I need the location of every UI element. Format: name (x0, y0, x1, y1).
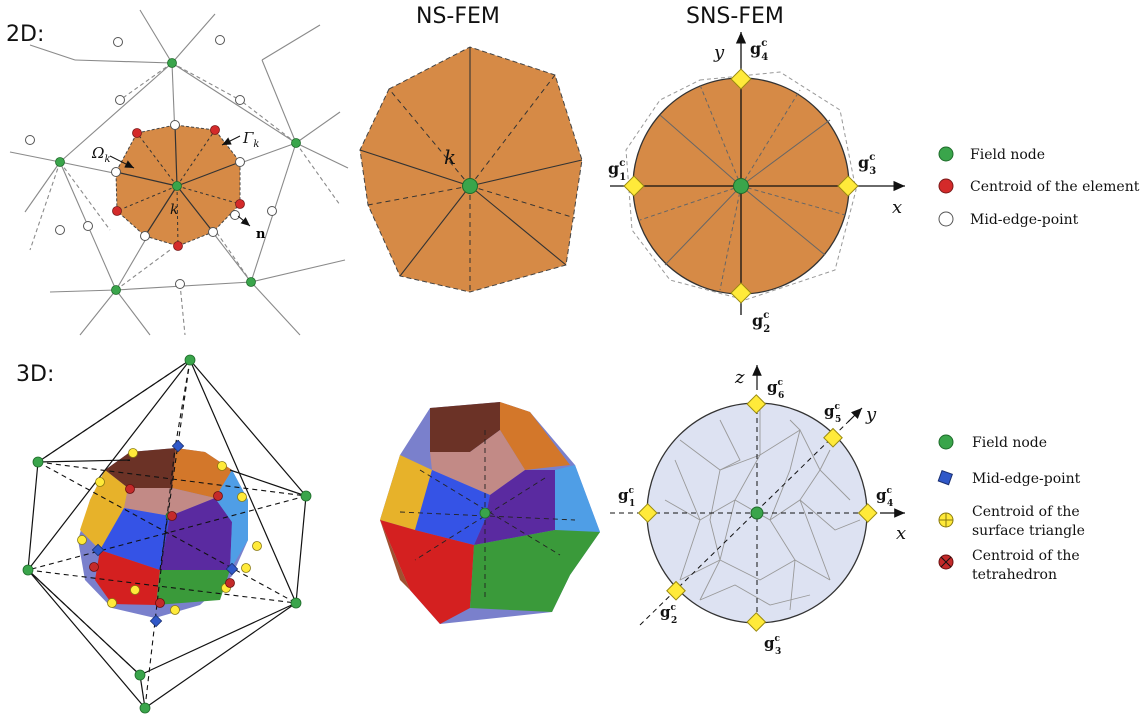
ns-fem-2d-domain: k (359, 46, 583, 293)
ns-fem-field-node (462, 178, 478, 194)
g1-label-3d: gc 1 (618, 486, 635, 509)
svg-text:Mid-edge-point: Mid-edge-point (972, 471, 1081, 487)
g3-label-3d: gc 3 (764, 634, 781, 657)
sns-fem-2d-domain: x y gc 1 gc 2 gc 3 gc 4 (608, 32, 905, 335)
normal-n-label: n (256, 227, 266, 242)
mesh-2d-diagram: Ωk Γk k n (9, 9, 349, 336)
g1-label-2d: gc 1 (608, 158, 626, 183)
gamma-label: Γk (242, 129, 259, 150)
y-axis-label-3d: y (865, 404, 877, 425)
blue-square-icon (937, 469, 953, 486)
omega-label: Ωk (91, 144, 111, 165)
row-label-2d: 2D: (6, 22, 45, 47)
sns-fem-3d-domain: x y z gc 1 gc 2 gc 3 gc 4 gc 5 gc 6 (610, 365, 906, 657)
ns-fem-3d-field-node (479, 507, 491, 519)
svg-text:Centroid of the: Centroid of the (972, 548, 1080, 564)
legend-3d: Field node Mid-edge-point Centroid of th… (937, 434, 1085, 583)
svg-text:Field node: Field node (970, 147, 1045, 163)
g2-label-3d: gc 2 (660, 603, 677, 626)
yellow-cross-circle-icon (938, 512, 954, 528)
surface-triangle-centroids (77, 448, 262, 615)
ns-fem-3d-domain (380, 402, 600, 624)
legend-3d-item-field-node: Field node (938, 434, 1047, 451)
mesh-3d-diagram (22, 354, 312, 714)
red-circle-icon (938, 178, 954, 194)
column-title-ns-fem: NS-FEM (416, 4, 500, 29)
legend-2d-item-centroid: Centroid of the element (938, 178, 1140, 195)
svg-text:Centroid of the: Centroid of the (972, 504, 1080, 520)
y-axis-label-2d: y (713, 42, 725, 63)
field-nodes-2d (55, 58, 301, 295)
mid-edge-points-2d (25, 35, 277, 289)
legend-2d-item-mid-edge: Mid-edge-point (938, 211, 1079, 228)
sns-fem-field-node (733, 178, 749, 194)
legend-3d-item-mid-edge: Mid-edge-point (937, 469, 1081, 487)
g3-label-2d: gc 3 (858, 152, 876, 177)
svg-text:Field node: Field node (972, 435, 1047, 451)
ns-node-k-label: k (444, 145, 456, 169)
white-circle-icon (938, 211, 954, 227)
g2-label-2d: gc 2 (752, 310, 770, 335)
green-circle-icon (938, 146, 954, 162)
legend-2d: Field node Centroid of the element Mid-e… (938, 146, 1140, 228)
legend-3d-item-surface-centroid: Centroid of the surface triangle (938, 504, 1085, 539)
sns-fem-3d-field-node (750, 506, 764, 520)
green-circle-icon (938, 434, 954, 450)
field-nodes-3d (22, 354, 312, 714)
svg-text:Mid-edge-point: Mid-edge-point (970, 212, 1079, 228)
x-axis-label-2d: x (892, 197, 902, 218)
legend-3d-item-tetra-centroid: Centroid of the tetrahedron (938, 548, 1080, 583)
g6-label-3d: gc 6 (767, 378, 784, 401)
g4-label-3d: gc 4 (876, 486, 893, 509)
tetrahedron-centroids (89, 484, 235, 608)
svg-text:tetrahedron: tetrahedron (972, 567, 1057, 583)
red-cross-circle-icon (938, 554, 954, 570)
gauss-points-3d (637, 394, 878, 632)
mid-edge-points-3d (91, 439, 239, 628)
column-title-sns-fem: SNS-FEM (686, 4, 784, 29)
z-axis-label-3d: z (734, 367, 745, 388)
g5-label-3d: gc 5 (824, 402, 841, 425)
node-k-label: k (170, 202, 178, 218)
x-axis-label-3d: x (896, 523, 906, 544)
legend-2d-item-field-node: Field node (938, 146, 1045, 163)
svg-text:Centroid of the element: Centroid of the element (970, 179, 1140, 195)
svg-text:surface triangle: surface triangle (972, 523, 1085, 539)
gauss-points-2d (623, 68, 859, 304)
centroids-2d (112, 125, 245, 251)
row-label-3d: 3D: (16, 362, 55, 387)
g4-label-2d: gc 4 (750, 38, 768, 63)
